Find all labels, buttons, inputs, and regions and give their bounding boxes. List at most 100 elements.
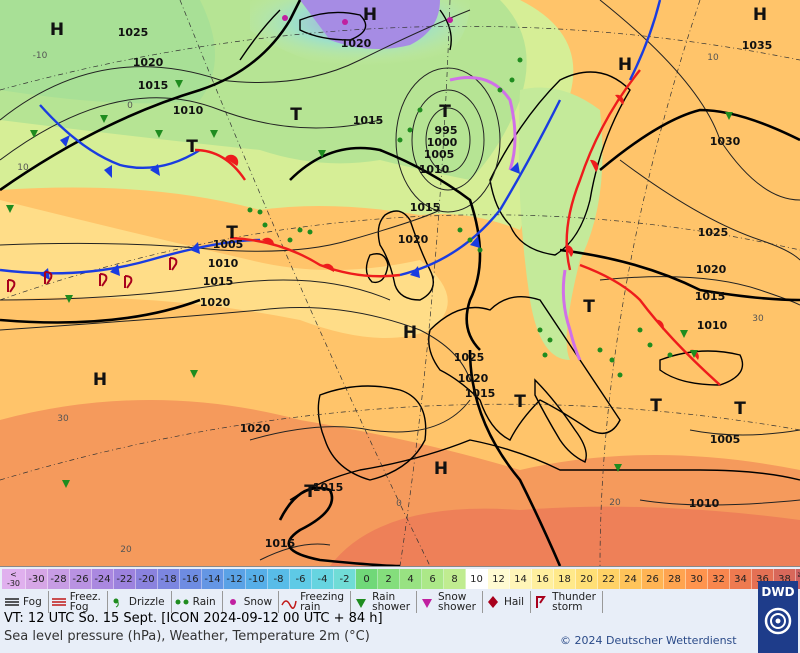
legend-label: Rain — [192, 596, 216, 608]
italy-coast — [534, 378, 587, 463]
isobar-label: 1005 — [424, 148, 455, 161]
isobar-label: 1000 — [427, 136, 458, 149]
north-atlantic-green — [0, 0, 215, 104]
scale-cell: 18 — [554, 569, 576, 589]
high-pressure-center: H — [753, 5, 767, 25]
warm-front-eastern-europe — [579, 263, 721, 386]
scale-cell: 26 — [642, 569, 664, 589]
weather-legend: Fog Freez. Fog Drizzle Rain Snow Freezing rai… — [2, 591, 603, 613]
isobar-label: 1020 — [696, 263, 727, 276]
cold-front-north-atlantic — [39, 104, 201, 170]
occlusion-north — [449, 76, 517, 171]
hot-region-africa — [330, 506, 800, 566]
isotherm-label: 30 — [57, 414, 69, 424]
scale-cell: -24 — [92, 569, 114, 589]
legend-item-snow: Snow — [223, 591, 280, 613]
scale-cell: -12 — [224, 569, 246, 589]
low-pressure-center: T — [734, 399, 746, 419]
isobar-label: 1030 — [710, 135, 741, 148]
low-pressure-center: T — [304, 482, 316, 502]
isobar-label: 1015 — [313, 481, 344, 494]
high-pressure-center: H — [618, 55, 632, 75]
legend-item-thunderstorm: Thunder storm — [531, 591, 603, 613]
legend-label: Fog — [23, 596, 42, 608]
iceland-coast — [299, 11, 367, 41]
scale-cell: 28 — [664, 569, 686, 589]
scale-cell: -28 — [48, 569, 70, 589]
isobar-label: 1010 — [697, 319, 728, 332]
scale-cell: 12 — [488, 569, 510, 589]
warm-front-north-low — [194, 148, 246, 181]
thunderstorm-icon — [533, 595, 549, 609]
legend-label: Drizzle — [128, 596, 165, 608]
isotherm-label: 0 — [127, 101, 133, 111]
high-pressure-center: H — [363, 5, 377, 25]
major-isobars — [0, 0, 800, 566]
scale-cell: 24 — [620, 569, 642, 589]
legend-item-drizzle: Drizzle — [108, 591, 172, 613]
isobar-label: 1035 — [742, 39, 773, 52]
scale-cell: -30 — [26, 569, 48, 589]
scale-cell: 6 — [422, 569, 444, 589]
rain-symbols — [247, 57, 673, 378]
isobar-label: 1005 — [213, 238, 244, 251]
isobar-label: 1015 — [265, 537, 296, 550]
isotherm-label: 10 — [707, 53, 719, 63]
isobar-label: 995 — [435, 124, 458, 137]
british-isles-coast — [377, 210, 434, 301]
cold-front-north — [628, 0, 662, 81]
scale-cell: 14 — [510, 569, 532, 589]
scale-cell-max: ≥40 °C — [796, 569, 800, 589]
occlusion-central — [561, 269, 582, 361]
snow-icon — [225, 595, 241, 609]
isobar-label: 1015 — [138, 79, 169, 92]
low-pressure-center: T — [583, 297, 595, 317]
isotherm-label: 20 — [609, 498, 621, 508]
legend-item-snow-shower: Snow shower — [417, 591, 483, 613]
legend-label: Snow shower — [438, 591, 476, 613]
isobar-label: 1020 — [398, 233, 429, 246]
drizzle-icon — [110, 595, 126, 609]
isobar-label: 1020 — [200, 296, 231, 309]
isobar-label: 1020 — [341, 37, 372, 50]
legend-item-hail: Hail — [483, 591, 532, 613]
rain-shower-icon — [353, 595, 369, 609]
isobar-label: 1025 — [118, 26, 149, 39]
isobar-label: 1010 — [208, 257, 239, 270]
low-pressure-center: T — [226, 223, 238, 243]
fog-icon — [4, 595, 20, 609]
isobar-labels: 1025102010151010102010159951000100510101… — [118, 26, 773, 550]
north-africa-coast — [289, 439, 800, 501]
high-pressure-center: H — [403, 323, 417, 343]
isobar-label: 1010 — [689, 497, 720, 510]
scale-cell: 10 — [466, 569, 488, 589]
thunderstorm-symbols — [7, 257, 178, 293]
isotherm-label: 30 — [752, 314, 764, 324]
scale-cell: -18 — [158, 569, 180, 589]
mild-region-atlantic — [0, 200, 448, 338]
isobar-label: 1015 — [353, 114, 384, 127]
dwd-logo-text: DWD — [761, 585, 795, 599]
legend-item-freezing-fog: Freez. Fog — [49, 591, 108, 613]
legend-item-fog: Fog — [2, 591, 49, 613]
snow-shower-icon — [419, 595, 435, 609]
legend-item-rain-shower: Rain shower — [351, 591, 418, 613]
isobars — [0, 0, 800, 561]
legend-label: Thunder storm — [552, 591, 596, 613]
temperature-scale: < -30 -30 -28 -26 -24 -22 -20 -18 -16 -14 -12 -10 -8… — [2, 569, 800, 589]
scale-cell: 2 — [378, 569, 400, 589]
legend-item-freezing-rain: Freezing rain — [279, 591, 352, 613]
scale-cell: 22 — [598, 569, 620, 589]
legend-label: Rain shower — [372, 591, 411, 613]
map-legend: < -30 -30 -28 -26 -24 -22 -20 -18 -16 -14 -12 -10 -8… — [0, 566, 800, 653]
scale-cell: -22 — [114, 569, 136, 589]
shower-symbols — [6, 80, 733, 488]
scale-cell: -8 — [268, 569, 290, 589]
greenland-coast — [239, 9, 452, 61]
scale-cell: 16 — [532, 569, 554, 589]
isobar-label: 1025 — [454, 351, 485, 364]
low-pressure-center: T — [650, 396, 662, 416]
pressure-centers: H H H H H H H T T T T T T T T T — [50, 5, 767, 502]
